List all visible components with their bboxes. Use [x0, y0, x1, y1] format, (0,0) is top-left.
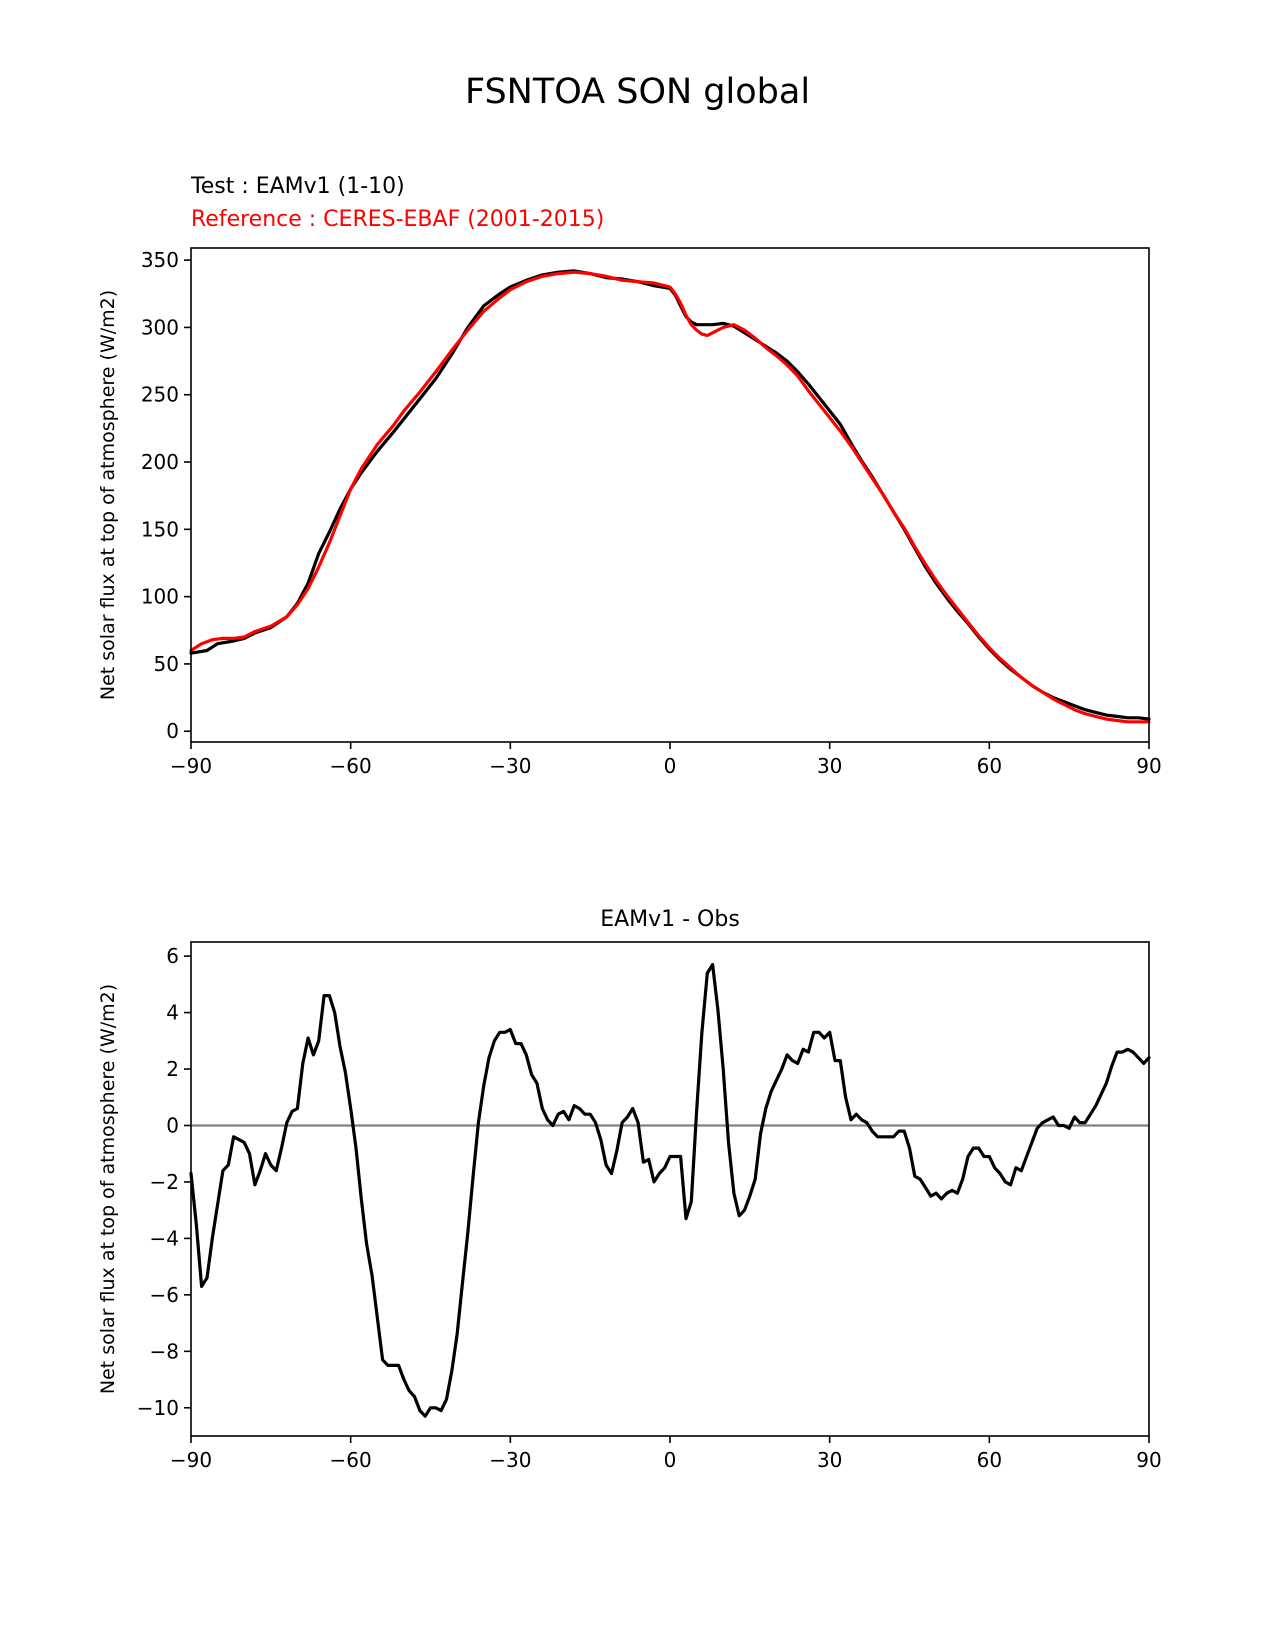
- series-line-1: [189, 962, 1151, 1418]
- test-label: Test : EAMv1 (1-10): [191, 174, 405, 199]
- axes-frame: [190, 247, 1150, 743]
- y-tick-label: −8: [150, 1339, 179, 1363]
- x-tick-label: 0: [664, 1448, 677, 1472]
- y-axis-label: Net solar flux at top of atmosphere (W/m…: [97, 290, 119, 700]
- plot-2: EAMv1 - Obs −90 −60 −30 0 30 60 90 6 4 2 0 −2 −4 −6 −8 −…: [97, 907, 1162, 1472]
- x-tick-label: 0: [664, 754, 677, 778]
- x-tick-label: −90: [170, 754, 212, 778]
- y-tick-label: 350: [141, 248, 179, 272]
- y-tick-label: −6: [150, 1283, 179, 1307]
- x-tick-label: 60: [977, 754, 1002, 778]
- series-line-2: [189, 270, 1151, 724]
- y-tick-label: 6: [166, 944, 179, 968]
- y-tick-label: 250: [141, 383, 179, 407]
- x-tick-label: −30: [489, 754, 531, 778]
- x-tick-label: 60: [977, 1448, 1002, 1472]
- x-tick-label: −60: [330, 1448, 372, 1472]
- y-tick-label: −2: [150, 1170, 179, 1194]
- plot-title: EAMv1 - Obs: [600, 907, 740, 932]
- series-line-1: [189, 269, 1151, 721]
- x-tick-label: 90: [1136, 754, 1161, 778]
- x-tick-label: −30: [489, 1448, 531, 1472]
- x-tick-label: 30: [817, 754, 842, 778]
- x-tick-label: −90: [170, 1448, 212, 1472]
- x-tick-label: 30: [817, 1448, 842, 1472]
- reference-label: Reference : CERES-EBAF (2001-2015): [191, 207, 605, 232]
- x-tick-label: −60: [330, 754, 372, 778]
- y-tick-label: 300: [141, 315, 179, 339]
- plot-1: −90 −60 −30 0 30 60 90 0 50 100 150 200 250 300 350 Net…: [97, 247, 1162, 778]
- y-tick-label: 150: [141, 517, 179, 541]
- y-tick-label: −10: [137, 1396, 179, 1420]
- y-tick-label: 200: [141, 450, 179, 474]
- y-tick-label: 50: [154, 652, 179, 676]
- y-tick-label: 100: [141, 585, 179, 609]
- y-tick-label: 2: [166, 1057, 179, 1081]
- y-tick-label: 0: [166, 1113, 179, 1137]
- x-tick-label: 90: [1136, 1448, 1161, 1472]
- y-tick-label: 0: [166, 719, 179, 743]
- y-tick-label: −4: [150, 1226, 179, 1250]
- y-tick-label: 4: [166, 1001, 179, 1025]
- y-axis-label: Net solar flux at top of atmosphere (W/m…: [97, 984, 119, 1394]
- page-title: FSNTOA SON global: [464, 72, 811, 112]
